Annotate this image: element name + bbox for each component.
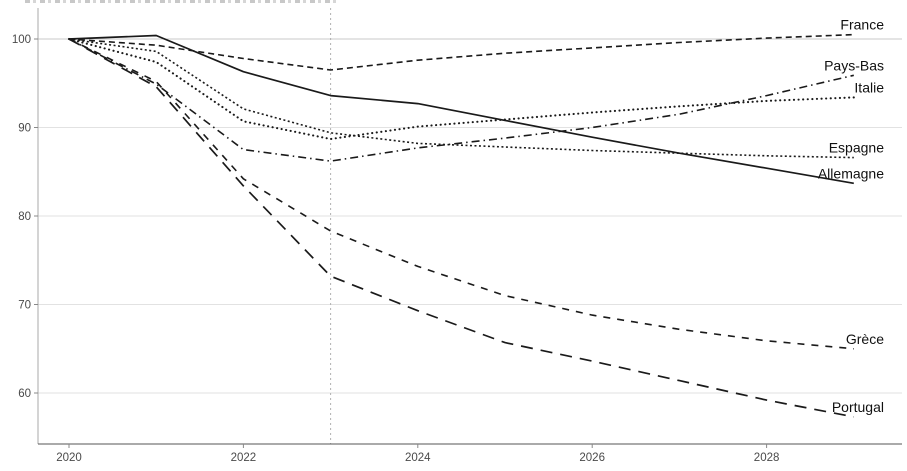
y-tick-label-60: 60 <box>18 388 31 400</box>
series-label-espagne: Espagne <box>829 140 884 156</box>
series-line-paysbas <box>68 38 854 162</box>
series-label-allemagne: Allemagne <box>818 165 884 181</box>
clipped-title-fragment <box>25 0 337 3</box>
series-line-france <box>68 33 854 71</box>
x-tick-label-2026: 2026 <box>579 452 605 464</box>
series-line-grce <box>68 38 854 350</box>
y-tick-label-70: 70 <box>18 300 31 312</box>
series-label-portugal: Portugal <box>832 399 884 415</box>
x-tick-label-2028: 2028 <box>754 452 780 464</box>
series-label-paysbas: Pays-Bas <box>824 57 884 73</box>
series-label-italie: Italie <box>854 79 884 95</box>
series-line-allemagne <box>68 34 854 185</box>
series-line-italie <box>67 37 855 141</box>
y-tick-label-90: 90 <box>18 123 31 135</box>
series-line-portugal <box>68 38 854 418</box>
y-tick-label-100: 100 <box>12 34 31 46</box>
x-tick-label-2022: 2022 <box>231 452 257 464</box>
x-tick-label-2020: 2020 <box>56 452 82 464</box>
x-tick-label-2024: 2024 <box>405 452 431 464</box>
series-line-espagne <box>68 38 854 159</box>
series-label-france: France <box>840 17 884 33</box>
series-label-grce: Grèce <box>846 331 884 347</box>
y-tick-label-80: 80 <box>18 211 31 223</box>
